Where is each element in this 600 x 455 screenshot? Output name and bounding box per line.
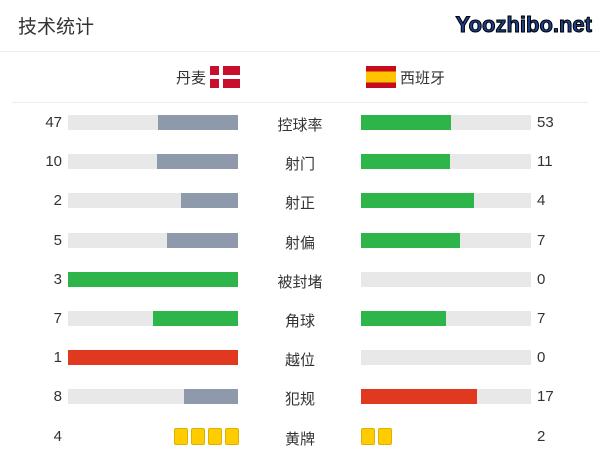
away-bar (361, 311, 531, 326)
home-bar-fill (183, 389, 238, 405)
watermark: Yoozhibo.net (455, 12, 592, 38)
home-bar-fill (157, 154, 238, 170)
stat-label: 射偏 (284, 234, 315, 252)
away-value: 0 (537, 270, 546, 288)
home-value: 5 (53, 231, 62, 249)
stat-label: 控球率 (277, 117, 323, 134)
yellow-card-icon (225, 427, 239, 445)
stat-row: 5 射偏 7 (0, 231, 600, 252)
divider (0, 51, 600, 52)
home-bar (68, 389, 238, 405)
yellow-card-icon (378, 427, 392, 445)
away-bar (361, 271, 531, 287)
stat-row: 1 越位 0 (0, 349, 600, 369)
away-value: 0 (537, 349, 546, 367)
home-bar-fill (167, 232, 238, 248)
stat-label: 射正 (284, 195, 315, 213)
home-team: 丹麦 (176, 66, 240, 88)
home-bar (68, 154, 238, 170)
away-value: 7 (537, 310, 546, 327)
away-bar-fill (361, 389, 477, 405)
away-bar-fill (361, 232, 461, 248)
home-bar (68, 350, 238, 366)
stat-row: 7 角球 7 (0, 310, 600, 330)
away-team-name: 西班牙 (400, 69, 446, 87)
stat-label: 黄牌 (284, 430, 315, 448)
home-bar-fill (181, 193, 238, 209)
home-bar (68, 271, 238, 287)
away-bar (361, 232, 531, 248)
stat-label: 被封堵 (277, 273, 323, 291)
divider (12, 102, 588, 103)
away-bar-fill (361, 193, 475, 209)
spain-flag-icon (366, 66, 396, 88)
stat-label: 越位 (284, 352, 315, 370)
away-team: 西班牙 (366, 66, 445, 88)
away-value: 53 (537, 114, 554, 131)
stat-row: 2 射正 4 (0, 192, 600, 212)
home-value: 1 (53, 349, 62, 367)
away-bar (361, 115, 531, 130)
away-value: 11 (537, 153, 553, 171)
stat-row: 3 被封堵 0 (0, 270, 600, 291)
away-value: 7 (537, 231, 546, 249)
away-bar (361, 193, 531, 209)
home-bar-fill (153, 311, 238, 326)
home-bar-fill (68, 350, 238, 366)
home-team-name: 丹麦 (175, 69, 206, 87)
home-bar (68, 193, 238, 209)
yellow-card-icon (361, 427, 375, 445)
away-bar (361, 350, 531, 366)
away-value: 17 (537, 388, 554, 406)
home-value: 3 (53, 270, 62, 288)
stat-label: 犯规 (284, 391, 315, 409)
home-value: 8 (53, 388, 62, 406)
yellow-card-icon (208, 427, 222, 445)
away-bar-fill (361, 311, 446, 326)
denmark-flag-icon (210, 66, 240, 88)
stat-row: 47 控球率 53 (0, 114, 600, 134)
stat-row-yellow-cards: 4 黄牌 2 (0, 427, 600, 448)
home-value: 10 (45, 153, 62, 171)
stat-label: 射门 (284, 156, 315, 174)
home-bar-fill (158, 115, 238, 130)
yellow-card-icon (174, 427, 188, 445)
home-bar (68, 311, 238, 326)
home-value: 4 (53, 427, 62, 445)
away-bar (361, 389, 531, 405)
home-value: 47 (45, 114, 62, 131)
stat-label: 角球 (284, 313, 315, 330)
away-value: 4 (537, 192, 546, 210)
stat-row: 10 射门 11 (0, 153, 600, 173)
home-value: 2 (53, 192, 62, 210)
home-value: 7 (53, 310, 62, 327)
away-value: 2 (537, 427, 546, 445)
away-bar-fill (361, 115, 452, 130)
away-bar-fill (361, 154, 451, 170)
yellow-card-icon (191, 427, 205, 445)
stat-row: 8 犯规 17 (0, 388, 600, 408)
home-bar (68, 232, 238, 248)
home-bar-fill (68, 271, 238, 287)
page-title: 技术统计 (18, 17, 95, 38)
home-bar (68, 115, 238, 130)
away-bar (361, 154, 531, 170)
